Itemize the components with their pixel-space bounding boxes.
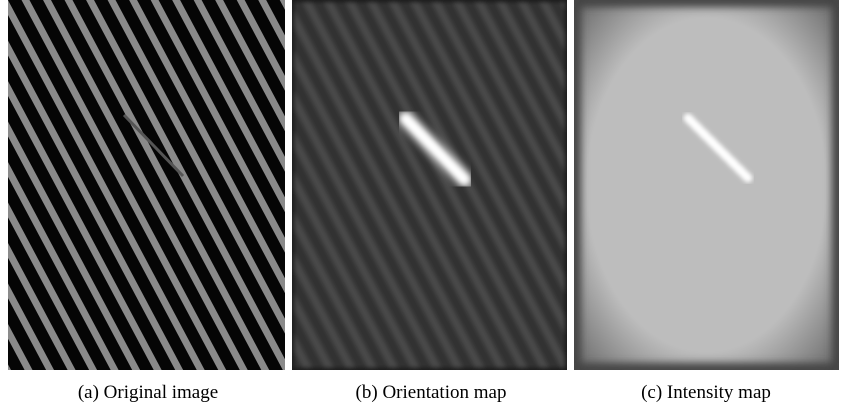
panel-intensity (574, 0, 839, 370)
panel-orientation (292, 0, 567, 370)
figure: (a) Original image (b) Orientation map (… (0, 0, 841, 410)
panel-original (8, 0, 285, 370)
caption: (c) Intensity map (641, 382, 771, 403)
orientation-image (294, 2, 565, 368)
caption: (b) Orientation map (356, 382, 507, 403)
caption: (a) Original image (78, 382, 218, 403)
striped-image (8, 0, 285, 370)
